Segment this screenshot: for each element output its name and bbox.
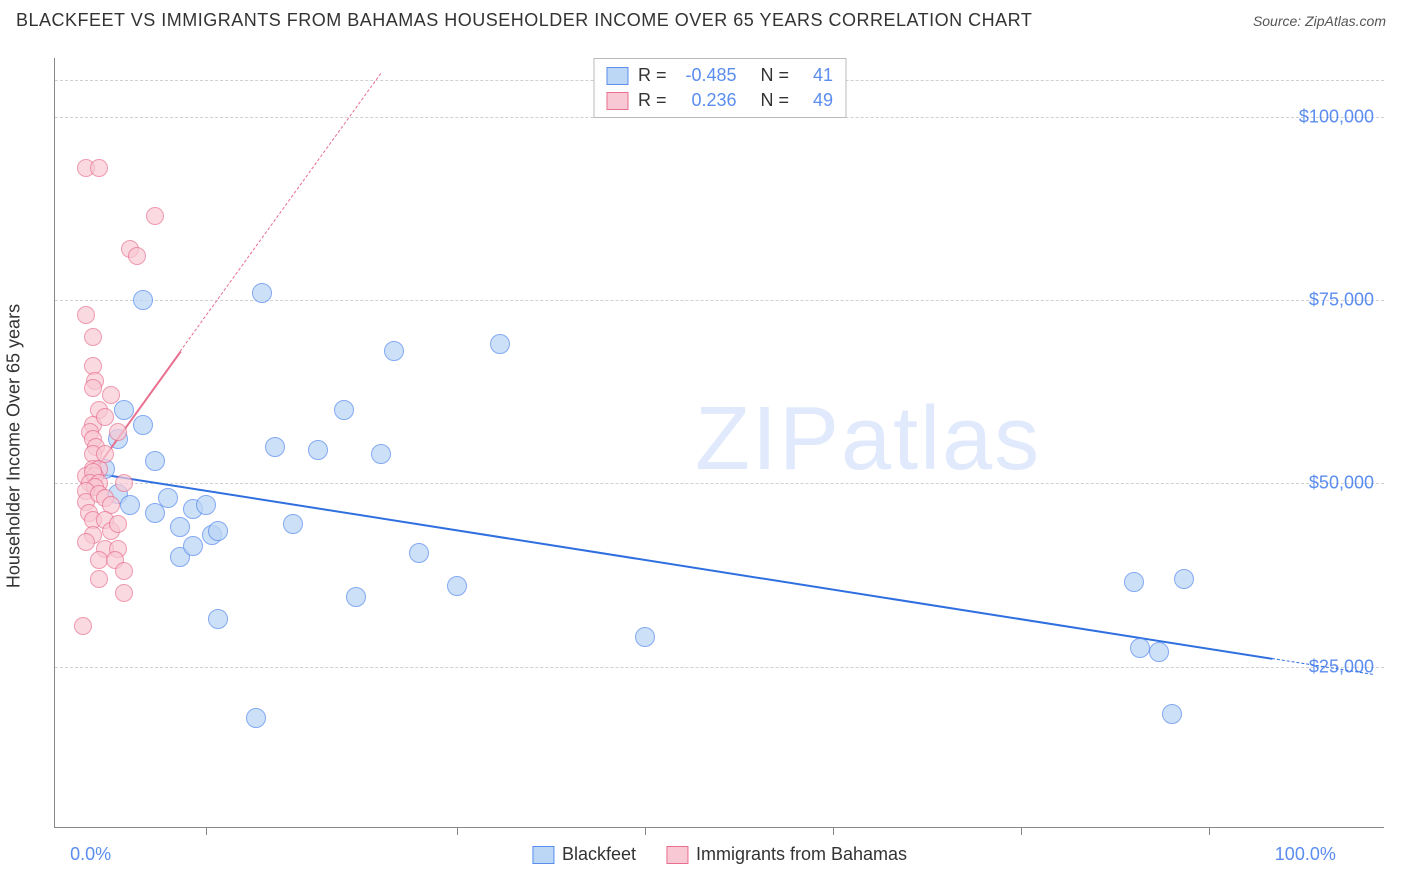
chart-header: BLACKFEET VS IMMIGRANTS FROM BAHAMAS HOU… [0, 0, 1406, 37]
data-point [158, 488, 178, 508]
data-point [1162, 704, 1182, 724]
data-point [1130, 638, 1150, 658]
legend-swatch [606, 92, 628, 110]
x-tick [1209, 827, 1210, 835]
gridline-horizontal [55, 300, 1384, 301]
x-tick [457, 827, 458, 835]
data-point [77, 306, 95, 324]
data-point [409, 543, 429, 563]
series-legend: Blackfeet Immigrants from Bahamas [532, 844, 907, 865]
x-tick [645, 827, 646, 835]
data-point [183, 536, 203, 556]
legend-swatch [532, 846, 554, 864]
data-point [246, 708, 266, 728]
legend-r-value: 0.236 [677, 90, 737, 111]
data-point [1149, 642, 1169, 662]
data-point [635, 627, 655, 647]
legend-r-value: -0.485 [677, 65, 737, 86]
x-tick [1021, 827, 1022, 835]
data-point [115, 474, 133, 492]
data-point [208, 521, 228, 541]
correlation-legend: R = -0.485 N = 41 R = 0.236 N = 49 [593, 58, 846, 118]
data-point [74, 617, 92, 635]
x-tick-label: 100.0% [1275, 844, 1336, 865]
data-point [196, 495, 216, 515]
data-point [283, 514, 303, 534]
legend-label: Blackfeet [562, 844, 636, 865]
data-point [96, 408, 114, 426]
legend-row: R = 0.236 N = 49 [606, 88, 833, 113]
y-tick-label: $100,000 [1299, 106, 1374, 127]
data-point [102, 386, 120, 404]
legend-n-label: N = [761, 65, 790, 86]
data-point [84, 379, 102, 397]
legend-item: Blackfeet [532, 844, 636, 865]
data-point [346, 587, 366, 607]
legend-item: Immigrants from Bahamas [666, 844, 907, 865]
data-point [170, 517, 190, 537]
data-point [115, 562, 133, 580]
y-tick-label: $50,000 [1309, 473, 1374, 494]
data-point [334, 400, 354, 420]
y-tick-label: $75,000 [1309, 290, 1374, 311]
data-point [84, 328, 102, 346]
data-point [109, 423, 127, 441]
data-point [384, 341, 404, 361]
trend-line [92, 472, 1272, 660]
data-point [90, 159, 108, 177]
data-point [90, 570, 108, 588]
watermark: ZIPatlas [695, 388, 1041, 491]
trend-line [180, 73, 382, 352]
x-tick [833, 827, 834, 835]
data-point [252, 283, 272, 303]
x-tick-label: 0.0% [70, 844, 111, 865]
legend-r-label: R = [638, 65, 667, 86]
data-point [308, 440, 328, 460]
data-point [490, 334, 510, 354]
data-point [1124, 572, 1144, 592]
data-point [109, 515, 127, 533]
watermark-post: atlas [841, 389, 1041, 489]
data-point [120, 495, 140, 515]
chart-title: BLACKFEET VS IMMIGRANTS FROM BAHAMAS HOU… [16, 10, 1032, 31]
data-point [115, 584, 133, 602]
chart-source: Source: ZipAtlas.com [1253, 13, 1386, 29]
data-point [146, 207, 164, 225]
legend-n-value: 41 [799, 65, 833, 86]
legend-swatch [606, 67, 628, 85]
legend-row: R = -0.485 N = 41 [606, 63, 833, 88]
data-point [133, 290, 153, 310]
data-point [128, 247, 146, 265]
gridline-horizontal [55, 483, 1384, 484]
data-point [447, 576, 467, 596]
x-tick [206, 827, 207, 835]
legend-n-label: N = [761, 90, 790, 111]
data-point [96, 445, 114, 463]
data-point [208, 609, 228, 629]
data-point [265, 437, 285, 457]
data-point [371, 444, 391, 464]
data-point [1174, 569, 1194, 589]
legend-n-value: 49 [799, 90, 833, 111]
legend-r-label: R = [638, 90, 667, 111]
watermark-pre: ZIP [695, 389, 841, 489]
data-point [90, 551, 108, 569]
scatter-chart: ZIPatlas $25,000 $50,000 $75,000 $100,000 0.… [54, 58, 1384, 828]
data-point [145, 451, 165, 471]
legend-swatch [666, 846, 688, 864]
data-point [77, 533, 95, 551]
gridline-horizontal [55, 667, 1384, 668]
y-axis-label: Householder Income Over 65 years [4, 304, 25, 588]
y-tick-label: $25,000 [1309, 656, 1374, 677]
data-point [133, 415, 153, 435]
legend-label: Immigrants from Bahamas [696, 844, 907, 865]
